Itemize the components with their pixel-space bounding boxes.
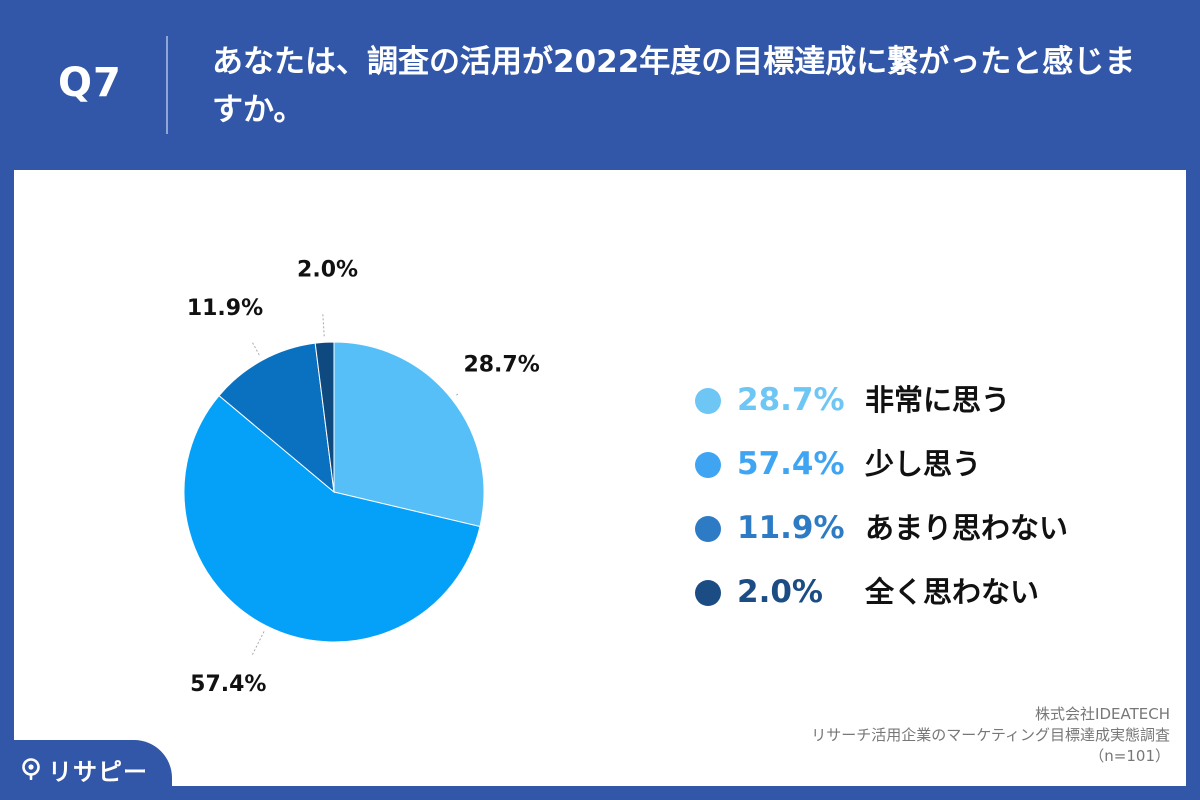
legend-item: 57.4% 少し思う	[695, 442, 1175, 506]
question-title: あなたは、調査の活用が2022年度の目標達成に繋がったと感じますか。	[212, 44, 1136, 128]
brand-logo: リサピー	[0, 740, 172, 800]
legend-dot	[695, 580, 721, 606]
pie-slice	[314, 341, 335, 493]
source-survey: リサーチ活用企業のマーケティング目標達成実態調査	[811, 726, 1170, 744]
leader-line	[251, 340, 260, 356]
legend-value: 28.7%	[737, 382, 845, 418]
pin-icon	[22, 758, 40, 780]
header-divider	[166, 36, 168, 134]
legend-value: 57.4%	[737, 446, 845, 482]
legend-dot	[695, 388, 721, 414]
pie-slice	[218, 342, 335, 494]
source-company: 株式会社IDEATECH	[1035, 705, 1170, 723]
legend-label: 全く思わない	[865, 575, 1040, 609]
legend-dot	[695, 516, 721, 542]
chart-panel: 28.7% 57.4% 11.9% 2.0% 28.7% 非常に思う 57.4% 少し…	[14, 170, 1186, 786]
header: Q7 あなたは、調査の活用が2022年度の目標達成に繋がったと感じますか。	[0, 0, 1200, 170]
brand-name: リサピー	[48, 758, 148, 786]
slice-label: 11.9%	[187, 296, 263, 321]
slice-label: 2.0%	[297, 257, 358, 282]
legend-value: 2.0%	[737, 574, 823, 610]
legend-label: 少し思う	[865, 447, 982, 481]
legend-item: 28.7% 非常に思う	[695, 378, 1175, 442]
pie-chart: 28.7% 57.4% 11.9% 2.0%	[183, 257, 540, 697]
leader-line	[456, 392, 460, 396]
pie-slice	[183, 394, 481, 643]
legend-label: 非常に思う	[865, 383, 1011, 417]
legend-item: 2.0% 全く思わない	[695, 570, 1175, 634]
source-note: 株式会社IDEATECH リサーチ活用企業のマーケティング目標達成実態調査 （n…	[811, 704, 1170, 767]
legend: 28.7% 非常に思う 57.4% 少し思う 11.9% あまり思わない 2.0…	[695, 378, 1175, 634]
question-number: Q7	[58, 60, 122, 106]
leader-line	[251, 631, 265, 655]
leader-line	[322, 312, 325, 337]
legend-value: 11.9%	[737, 510, 845, 546]
source-sample: （n=101）	[1089, 747, 1170, 765]
pie-slice	[333, 341, 485, 528]
slice-label: 57.4%	[190, 672, 266, 697]
legend-item: 11.9% あまり思わない	[695, 506, 1175, 570]
legend-dot	[695, 452, 721, 478]
legend-label: あまり思わない	[865, 511, 1069, 545]
slice-label: 28.7%	[463, 353, 539, 378]
